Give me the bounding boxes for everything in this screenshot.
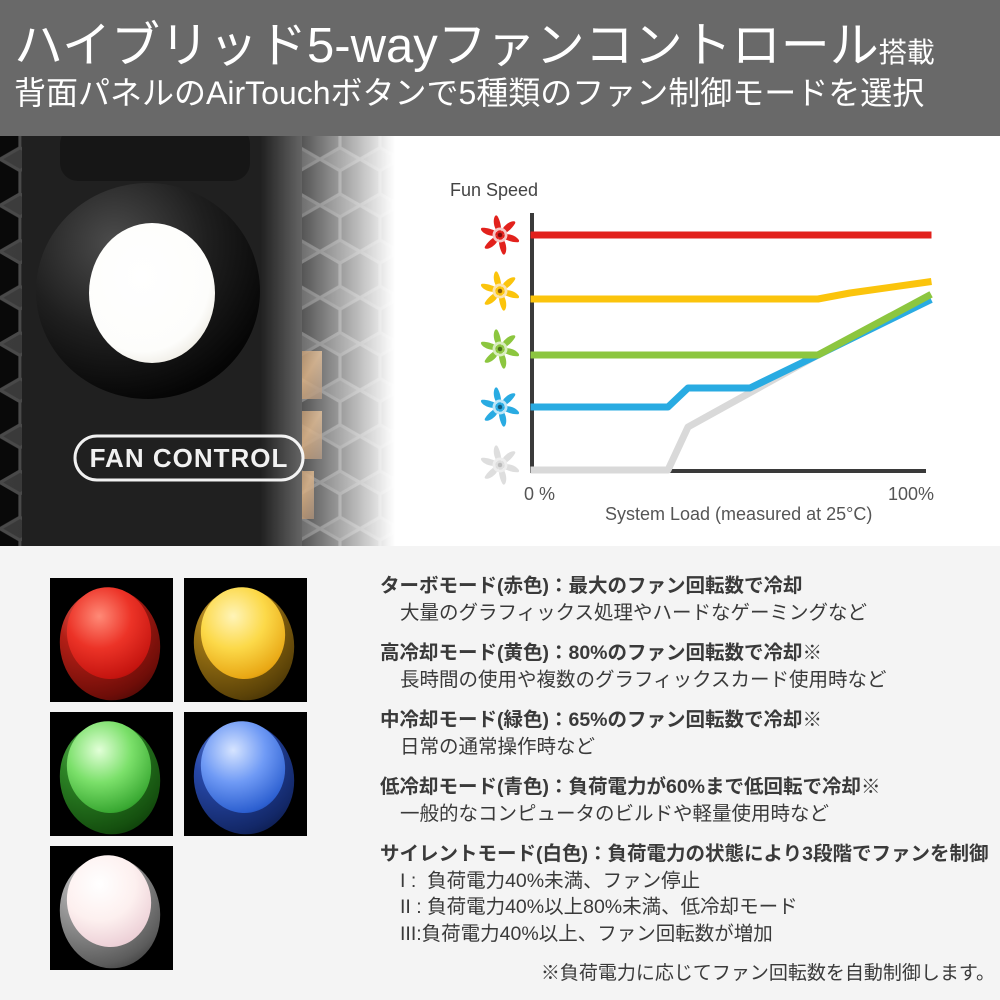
svg-text:System Load (measured at 25°C): System Load (measured at 25°C) xyxy=(605,504,872,524)
svg-text:100%: 100% xyxy=(888,484,934,504)
svg-text:Fun Speed: Fun Speed xyxy=(450,180,538,200)
svg-text:0 %: 0 % xyxy=(524,484,555,504)
